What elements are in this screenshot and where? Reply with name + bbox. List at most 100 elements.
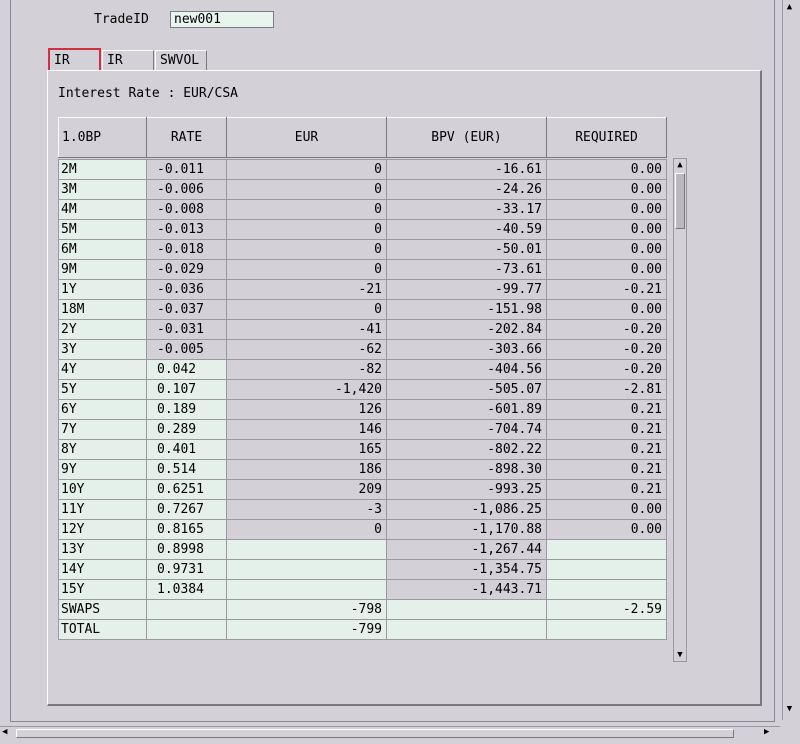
cell-tenor: 11Y: [58, 499, 147, 520]
column-header-eur[interactable]: EUR: [226, 117, 387, 158]
cell-bpv: -1,354.75: [386, 559, 547, 580]
cell-rate: -0.005: [146, 339, 227, 360]
cell-eur: -798: [226, 599, 387, 620]
cell-rate: 0.6251: [146, 479, 227, 500]
cell-required: 0.00: [546, 519, 667, 540]
summary-row[interactable]: SWAPS -798 -2.59: [58, 599, 667, 620]
cell-tenor: 9M: [58, 259, 147, 280]
cell-tenor: 13Y: [58, 539, 147, 560]
scroll-thumb[interactable]: [675, 173, 685, 229]
column-header-bpv[interactable]: BPV (EUR): [386, 117, 547, 158]
tradeid-input[interactable]: new001: [170, 11, 274, 28]
table-row[interactable]: 8Y 0.401 165 -802.22 0.21: [58, 439, 667, 460]
cell-bpv: -151.98: [386, 299, 547, 320]
window-horizontal-scrollbar[interactable]: ◀ ▶: [0, 726, 780, 741]
cell-required: -0.20: [546, 319, 667, 340]
column-header-rate[interactable]: RATE: [146, 117, 227, 158]
table-row[interactable]: 7Y 0.289 146 -704.74 0.21: [58, 419, 667, 440]
column-header-required[interactable]: REQUIRED: [546, 117, 667, 158]
cell-required: 0.00: [546, 259, 667, 280]
cell-required: -0.21: [546, 279, 667, 300]
cell-bpv: -40.59: [386, 219, 547, 240]
cell-rate: 0.189: [146, 399, 227, 420]
table-row[interactable]: 4Y 0.042 -82 -404.56 -0.20: [58, 359, 667, 380]
cell-bpv: -993.25: [386, 479, 547, 500]
window-hscroll-thumb[interactable]: [16, 729, 734, 738]
cell-rate: -0.029: [146, 259, 227, 280]
window-scroll-left-icon[interactable]: ◀: [2, 727, 8, 737]
table-row[interactable]: 4M -0.008 0 -33.17 0.00: [58, 199, 667, 220]
table-row[interactable]: 13Y 0.8998 -1,267.44: [58, 539, 667, 560]
cell-tenor: 12Y: [58, 519, 147, 540]
cell-tenor: 4M: [58, 199, 147, 220]
table-row[interactable]: 11Y 0.7267 -3 -1,086.25 0.00: [58, 499, 667, 520]
cell-rate: [146, 619, 227, 640]
cell-bpv: -404.56: [386, 359, 547, 380]
table-row[interactable]: 2Y -0.031 -41 -202.84 -0.20: [58, 319, 667, 340]
table-row[interactable]: 3M -0.006 0 -24.26 0.00: [58, 179, 667, 200]
cell-rate: 0.401: [146, 439, 227, 460]
table-row[interactable]: 1Y -0.036 -21 -99.77 -0.21: [58, 279, 667, 300]
cell-tenor: 7Y: [58, 419, 147, 440]
cell-rate: 0.107: [146, 379, 227, 400]
cell-tenor: 3M: [58, 179, 147, 200]
cell-eur: -3: [226, 499, 387, 520]
tab-ir[interactable]: IR: [102, 50, 154, 70]
table-row[interactable]: 9M -0.029 0 -73.61 0.00: [58, 259, 667, 280]
scroll-up-icon[interactable]: ▲: [677, 160, 683, 170]
table-vertical-scrollbar[interactable]: ▲ ▼: [673, 158, 687, 662]
cell-bpv: -99.77: [386, 279, 547, 300]
cell-tenor: 3Y: [58, 339, 147, 360]
section-title: Interest Rate : EUR/CSA: [58, 86, 239, 101]
cell-bpv: -202.84: [386, 319, 547, 340]
spacer-cell: [58, 157, 667, 160]
table-row[interactable]: 6M -0.018 0 -50.01 0.00: [58, 239, 667, 260]
cell-bpv: [386, 599, 547, 620]
cell-eur: 0: [226, 259, 387, 280]
cell-bpv: -898.30: [386, 459, 547, 480]
table-row[interactable]: 3Y -0.005 -62 -303.66 -0.20: [58, 339, 667, 360]
column-header-tenor[interactable]: 1.0BP: [58, 117, 147, 158]
cell-rate: [146, 599, 227, 620]
tradeid-label: TradeID: [94, 12, 149, 27]
cell-tenor: 5M: [58, 219, 147, 240]
table-row[interactable]: 12Y 0.8165 0 -1,170.88 0.00: [58, 519, 667, 540]
table-row[interactable]: 6Y 0.189 126 -601.89 0.21: [58, 399, 667, 420]
cell-rate: -0.031: [146, 319, 227, 340]
table-row[interactable]: 15Y 1.0384 -1,443.71: [58, 579, 667, 600]
table-row[interactable]: 18M -0.037 0 -151.98 0.00: [58, 299, 667, 320]
scroll-down-icon[interactable]: ▼: [677, 650, 683, 660]
frame-left-border: [10, 0, 11, 722]
cell-bpv: -24.26: [386, 179, 547, 200]
table-row[interactable]: 5M -0.013 0 -40.59 0.00: [58, 219, 667, 240]
cell-eur: 0: [226, 519, 387, 540]
cell-tenor: 10Y: [58, 479, 147, 500]
window-scroll-right-icon[interactable]: ▶: [764, 727, 770, 737]
table-row[interactable]: 10Y 0.6251 209 -993.25 0.21: [58, 479, 667, 500]
table-row[interactable]: 9Y 0.514 186 -898.30 0.21: [58, 459, 667, 480]
cell-eur: 165: [226, 439, 387, 460]
frame-bottom-border: [10, 721, 775, 722]
cell-rate: -0.013: [146, 219, 227, 240]
cell-eur: 146: [226, 419, 387, 440]
window-scroll-up-icon[interactable]: ▲: [786, 2, 793, 12]
tab-swvol[interactable]: SWVOL: [155, 50, 207, 70]
cell-rate: 0.042: [146, 359, 227, 380]
cell-tenor: TOTAL: [58, 619, 147, 640]
cell-required: 0.21: [546, 419, 667, 440]
cell-rate: 1.0384: [146, 579, 227, 600]
cell-required: 0.21: [546, 399, 667, 420]
cell-required: 0.00: [546, 199, 667, 220]
table-row[interactable]: 5Y 0.107 -1,420 -505.07 -2.81: [58, 379, 667, 400]
table-row[interactable]: 14Y 0.9731 -1,354.75: [58, 559, 667, 580]
summary-row[interactable]: TOTAL -799: [58, 619, 667, 640]
window-vertical-scrollbar[interactable]: ▲ ▼: [782, 0, 797, 720]
cell-eur: [226, 579, 387, 600]
cell-required: 0.21: [546, 439, 667, 460]
table-row[interactable]: 2M -0.011 0 -16.61 0.00: [58, 159, 667, 180]
cell-eur: -21: [226, 279, 387, 300]
window-scroll-down-icon[interactable]: ▼: [786, 704, 793, 714]
cell-bpv: -1,086.25: [386, 499, 547, 520]
cell-eur: -62: [226, 339, 387, 360]
tab-ir-active[interactable]: IR: [48, 48, 101, 70]
